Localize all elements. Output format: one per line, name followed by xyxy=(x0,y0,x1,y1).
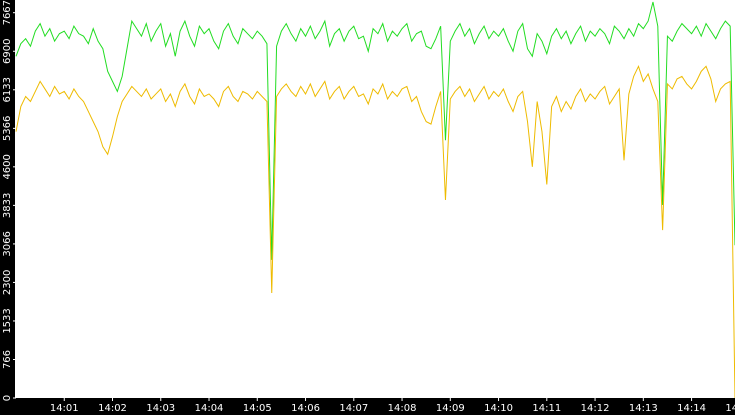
y-tick-label: 6900 xyxy=(2,39,13,64)
y-tick-label: 3833 xyxy=(2,193,13,218)
y-tick-label: 766 xyxy=(2,350,13,369)
x-axis-strip xyxy=(0,398,735,415)
series-line xyxy=(15,1,735,260)
y-tick-label: 0 xyxy=(2,395,13,401)
x-tick-label: 14:12 xyxy=(581,403,610,414)
x-tick-label: 14:13 xyxy=(629,403,658,414)
x-tick-label: 14:09 xyxy=(436,403,465,414)
x-tick-label: 14:03 xyxy=(146,403,175,414)
x-tick-label: 14:11 xyxy=(532,403,561,414)
x-tick-label: 14:06 xyxy=(291,403,320,414)
x-tick-label: 14:10 xyxy=(484,403,513,414)
y-tick-label: 3066 xyxy=(2,231,13,256)
x-tick-label: 14:01 xyxy=(50,403,79,414)
x-tick-label: 14:15 xyxy=(725,403,735,414)
x-tick-label: 14:02 xyxy=(98,403,127,414)
x-tick-label: 14:05 xyxy=(243,403,272,414)
x-tick-label: 14:08 xyxy=(388,403,417,414)
x-tick-label: 14:14 xyxy=(677,403,706,414)
y-tick-label: 7667 xyxy=(2,0,13,25)
y-axis-strip xyxy=(0,0,15,415)
series-line xyxy=(15,64,735,399)
y-tick-label: 2300 xyxy=(2,270,13,295)
y-tick-label: 4600 xyxy=(2,154,13,179)
x-tick-label: 14:04 xyxy=(195,403,224,414)
y-tick-label: 5366 xyxy=(2,116,13,141)
y-tick-label: 1533 xyxy=(2,308,13,333)
y-tick-label: 6133 xyxy=(2,77,13,102)
x-tick-label: 14:07 xyxy=(339,403,368,414)
